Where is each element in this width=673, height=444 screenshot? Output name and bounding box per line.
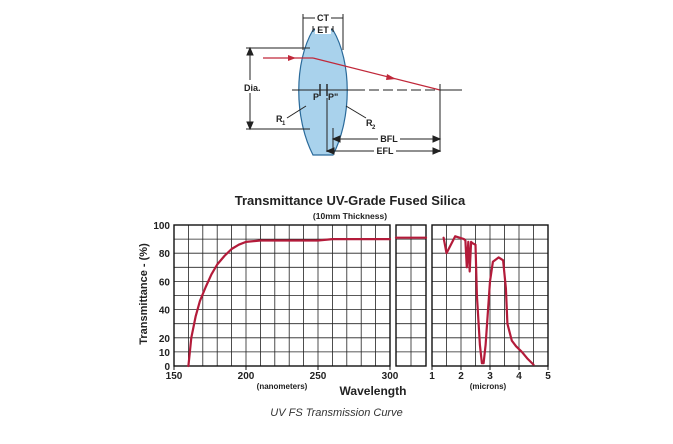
dia-arrow-bottom [246,121,254,131]
panel-ir: 1 2 3 4 5 [429,224,551,382]
p-label: P [313,92,319,102]
efl-label: EFL [377,146,395,156]
chart-panels: 150 200 250 300 1 2 3 4 5 [166,224,551,382]
bfl-arrow-left [331,135,341,143]
r1-label: R [276,114,283,124]
dia-label: Dia. [244,83,261,93]
ray-arrow-2 [386,74,396,80]
y-tick-label: 20 [159,334,171,345]
x-tick-label: 2 [458,371,464,382]
r2-label: R [366,118,373,128]
lens-body [298,29,348,156]
ray-arrow-1 [288,55,296,61]
x-tick-label: 250 [310,371,327,382]
x-tick-label: 4 [516,371,522,382]
p-prime-label: P" [328,92,338,102]
uv-unit-label: (nanometers) [257,382,308,391]
ct-label: CT [317,13,329,23]
x-tick-label: 150 [166,371,183,382]
y-tick-label: 40 [159,306,171,317]
y-axis-label: Transmittance - (%) [138,243,150,345]
refracted-ray [312,57,441,91]
r1-subscript: 1 [282,121,286,127]
x-tick-label: 3 [487,371,493,382]
dia-arrow-top [246,46,254,56]
x-axis-label: Wavelength [340,384,407,398]
y-tick-label: 60 [159,277,171,288]
x-tick-label: 5 [545,371,551,382]
bfl-arrow-right [432,135,442,143]
ir-unit-label: (microns) [470,382,507,391]
figure-caption: UV FS Transmission Curve [270,407,403,419]
y-tick-labels: 0 10 20 40 60 80 100 [153,221,170,373]
transmittance-curve-uv [187,238,392,368]
efl-arrow-left [325,147,335,155]
chart-title: Transmittance UV-Grade Fused Silica [235,193,466,208]
chart-subtitle: (10mm Thickness) [313,211,387,221]
x-tick-label: 1 [429,371,435,382]
panel-visible [394,224,428,367]
efl-arrow-right [432,147,442,155]
lens-diagram: CT ET Dia. P P" R 1 R 2 BFL EFL [241,11,462,156]
y-tick-label: 100 [153,221,170,232]
y-tick-label: 10 [159,348,171,359]
r1-leader [286,105,307,119]
x-tick-label: 300 [382,371,399,382]
r2-subscript: 2 [372,125,376,131]
y-tick-label: 0 [164,362,170,373]
panel-frame [173,224,391,367]
transmittance-chart: Transmittance UV-Grade Fused Silica (10m… [138,193,551,398]
transmittance-curve-ir [442,235,535,366]
y-tick-label: 80 [159,249,171,260]
et-label: ET [317,25,329,35]
bfl-label: BFL [380,134,398,144]
panel-frame [395,224,427,367]
x-tick-label: 200 [238,371,255,382]
panel-uv: 150 200 250 300 [166,224,399,382]
r2-leader [345,105,367,119]
